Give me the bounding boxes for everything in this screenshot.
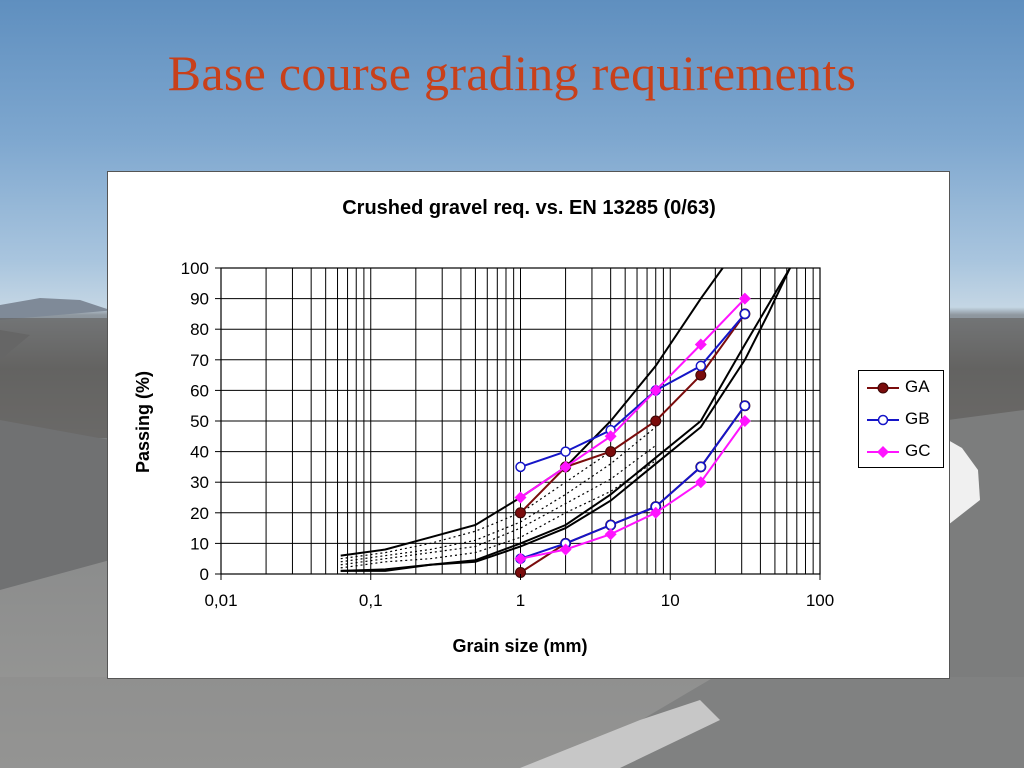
data-point-gb: [605, 519, 616, 531]
data-point-gc: [604, 528, 617, 541]
data-point-ga: [515, 507, 526, 519]
data-point-gc: [604, 430, 617, 443]
data-point-gc: [559, 543, 572, 556]
data-point-ga: [650, 415, 662, 427]
tick-labels: 0,01 0,1 1 10 100 0 10 20 30 40 50 60 70 80 90 100: [181, 259, 835, 610]
data-point-gb: [739, 308, 751, 320]
envelope-curve-dotted: [340, 426, 657, 563]
chart-panel: Crushed gravel req. vs. EN 13285 (0/63) …: [107, 171, 950, 679]
y-tick-label: 60: [190, 381, 209, 400]
data-point-gc: [738, 415, 751, 427]
data-point-gc: [738, 292, 751, 305]
envelope-curves: [340, 268, 791, 572]
y-tick-label: 100: [181, 259, 209, 278]
legend-label-ga: GA: [905, 377, 930, 396]
data-point-gc: [559, 460, 572, 473]
x-axis-label: Grain size (mm): [452, 636, 587, 656]
envelope-curve-dotted: [340, 445, 657, 566]
grading-chart: Crushed gravel req. vs. EN 13285 (0/63) …: [133, 197, 835, 656]
y-tick-label: 90: [190, 290, 209, 309]
distant-mountains: [0, 298, 140, 320]
y-tick-label: 30: [190, 473, 209, 492]
data-point-gb: [560, 446, 571, 457]
chart-legend: GA GB GC: [858, 370, 944, 468]
chart-title: Crushed gravel req. vs. EN 13285 (0/63): [342, 197, 716, 219]
x-tick-label: 10: [661, 591, 680, 610]
envelope-curve-dotted: [340, 420, 657, 560]
legend-marker-gb: [867, 414, 899, 426]
data-point-gc: [649, 384, 662, 397]
y-tick-label: 40: [190, 443, 209, 462]
y-tick-label: 50: [190, 412, 209, 431]
legend-item-gc: GC: [867, 441, 943, 463]
road-center-marking: [520, 700, 720, 768]
series-line-gc: [519, 297, 746, 499]
x-tick-label: 0,1: [359, 591, 383, 610]
y-axis-label: Passing (%): [133, 371, 153, 473]
legend-item-ga: GA: [867, 377, 943, 399]
left-road-near: [0, 420, 110, 590]
data-point-gc: [514, 491, 527, 504]
envelope-curve-dotted: [340, 460, 657, 569]
grid-lines: [220, 267, 821, 575]
data-point-gb: [695, 360, 707, 372]
envelope-curve-solid: [340, 268, 791, 572]
left-road-far: [0, 330, 30, 360]
x-tick-label: 1: [516, 591, 525, 610]
data-point-gb: [695, 461, 707, 473]
foreground-asphalt: [0, 677, 1024, 768]
y-tick-label: 70: [190, 351, 209, 370]
x-tick-label: 0,01: [204, 591, 237, 610]
series-line-gc: [520, 420, 746, 560]
data-point-gc: [514, 552, 527, 565]
data-point-gc: [694, 476, 707, 489]
legend-label-gb: GB: [905, 409, 930, 428]
data-point-ga: [605, 446, 617, 458]
series-line-gb: [520, 405, 746, 560]
slide-title: Base course grading requirements: [167, 45, 857, 101]
data-series: [514, 292, 751, 578]
y-tick-label: 20: [190, 504, 209, 523]
x-tick-label: 100: [806, 591, 834, 610]
y-tick-label: 10: [190, 534, 209, 553]
y-tick-label: 0: [200, 565, 209, 584]
data-point-gb: [739, 400, 751, 411]
series-line-gb: [520, 313, 746, 468]
legend-marker-ga: [867, 382, 899, 394]
data-point-gc: [649, 506, 662, 519]
road-edge-line: [948, 440, 980, 525]
data-point-gb: [515, 461, 526, 473]
legend-marker-gc: [867, 446, 899, 458]
legend-label-gc: GC: [905, 441, 931, 460]
legend-item-gb: GB: [867, 409, 943, 431]
y-tick-label: 80: [190, 320, 209, 339]
series-line-ga: [519, 313, 746, 514]
data-point-gc: [694, 338, 707, 351]
data-point-ga: [695, 369, 707, 381]
